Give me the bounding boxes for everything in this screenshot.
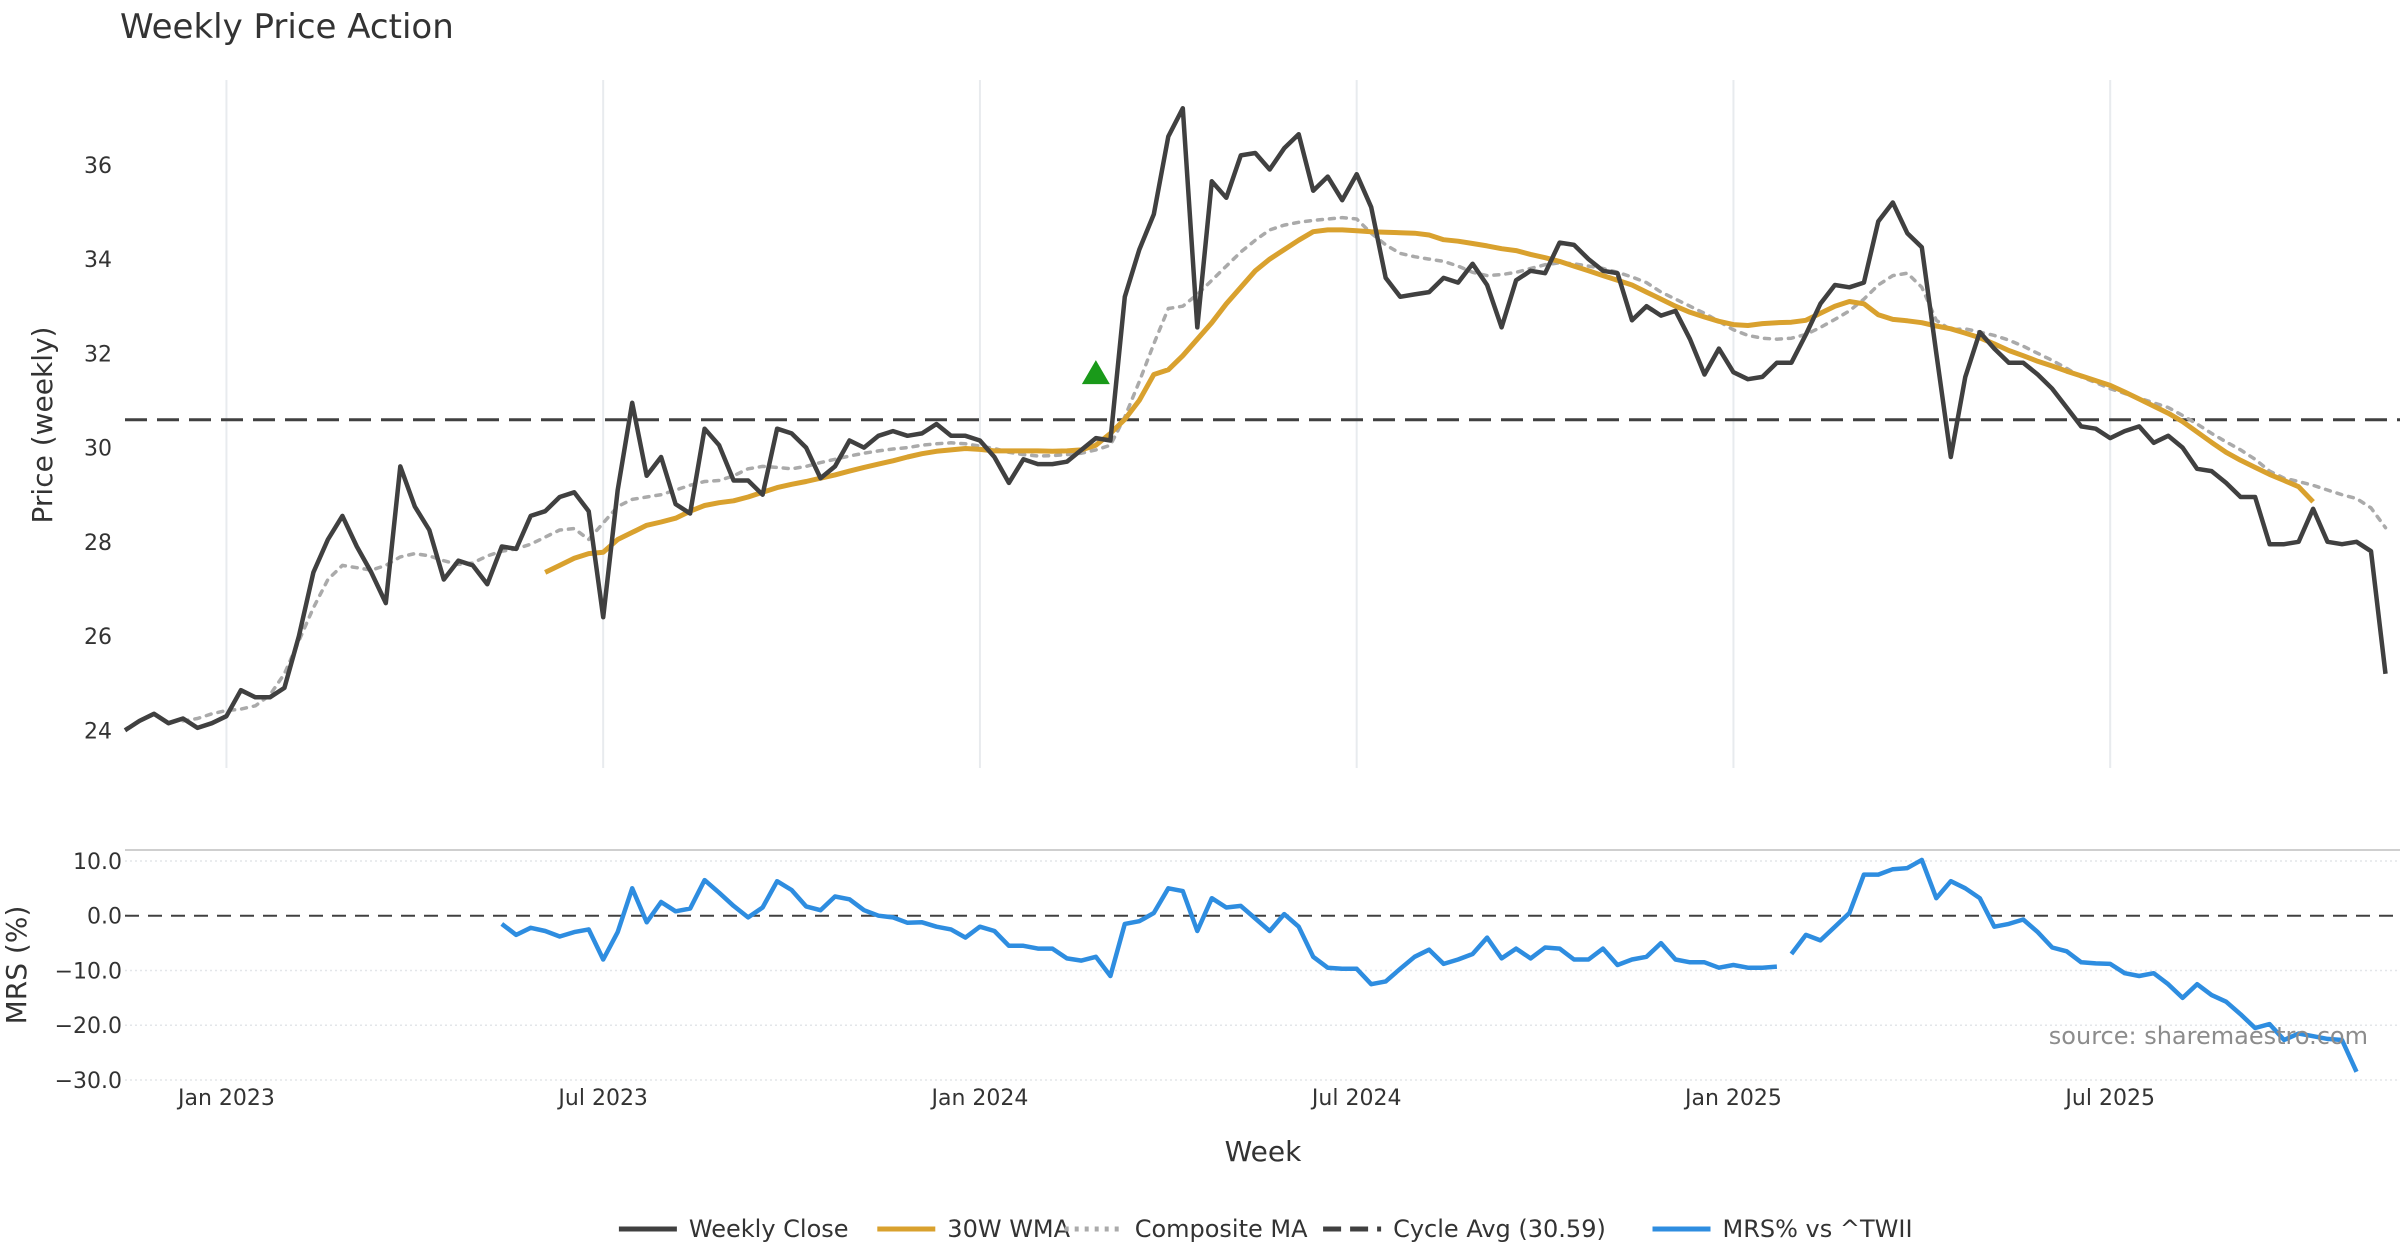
mrs-y-tick-label: 10.0 xyxy=(73,850,122,875)
chart-title: Weekly Price Action xyxy=(120,7,454,47)
mrs-y-axis-title: MRS (%) xyxy=(0,906,33,1025)
x-tick-label: Jul 2023 xyxy=(556,1086,648,1111)
composite-ma-line xyxy=(181,215,2388,723)
mrs-y-ticks: 10.0 0.0 −10.0 −20.0 −30.0 xyxy=(55,850,122,1094)
legend-item-weekly-close: Weekly Close xyxy=(618,1215,849,1243)
legend-label: MRS% vs ^TWII xyxy=(1723,1215,1913,1243)
x-ticks: Jan 2023 Jul 2023 Jan 2024 Jul 2024 Jan 2025… xyxy=(176,1086,2155,1111)
price-y-tick-label: 30 xyxy=(84,437,112,462)
legend-label: Weekly Close xyxy=(689,1215,849,1243)
price-series xyxy=(123,106,2388,733)
mrs-y-tick-label: 0.0 xyxy=(87,905,122,930)
mrs-series xyxy=(500,857,2359,1073)
price-y-tick-label: 34 xyxy=(84,248,112,273)
legend-item-30w-wma: 30W WMA xyxy=(877,1215,1071,1243)
legend-item-mrs-vs-twii: MRS% vs ^TWII xyxy=(1652,1215,1913,1243)
mrs-y-tick-label: −10.0 xyxy=(55,959,122,984)
legend-label: 30W WMA xyxy=(947,1215,1070,1243)
x-axis-title: Week xyxy=(1225,1135,1302,1168)
mrs-y-tick-label: −20.0 xyxy=(55,1014,122,1039)
x-tick-label: Jan 2025 xyxy=(1683,1086,1782,1111)
price-y-ticks: 24 26 28 30 32 34 36 xyxy=(84,154,112,744)
mrs-line-segment-2 xyxy=(1789,857,2359,1073)
legend-label: Composite MA xyxy=(1135,1215,1308,1243)
mrs-gridlines xyxy=(125,860,2400,1081)
x-tick-label: Jan 2024 xyxy=(929,1086,1028,1111)
legend-item-cycle-avg-30-59: Cycle Avg (30.59) xyxy=(1323,1215,1606,1243)
price-gridlines xyxy=(225,80,2112,768)
price-y-tick-label: 26 xyxy=(84,625,112,650)
buy-signal-marker xyxy=(1081,360,1110,385)
source-annotation: source: sharemaestro.com xyxy=(2049,1022,2368,1050)
price-y-tick-label: 28 xyxy=(84,531,112,556)
mrs-line-segment-1 xyxy=(500,877,1778,987)
price-y-tick-label: 36 xyxy=(84,154,112,179)
legend: Weekly Close 30W WMA Composite MA Cycle Avg… xyxy=(618,1215,1913,1243)
price-y-tick-label: 24 xyxy=(84,719,112,744)
mrs-y-tick-label: −30.0 xyxy=(55,1069,122,1094)
legend-item-composite-ma: Composite MA xyxy=(1064,1215,1308,1243)
weekly-close-line xyxy=(123,106,2388,733)
price-y-tick-label: 32 xyxy=(84,342,112,367)
x-tick-label: Jul 2025 xyxy=(2063,1086,2155,1111)
price-y-axis-title: Price (weekly) xyxy=(26,327,59,524)
x-tick-label: Jan 2023 xyxy=(176,1086,275,1111)
legend-label: Cycle Avg (30.59) xyxy=(1393,1215,1606,1243)
30w-wma-line xyxy=(544,227,2315,575)
x-tick-label: Jul 2024 xyxy=(1310,1086,1402,1111)
